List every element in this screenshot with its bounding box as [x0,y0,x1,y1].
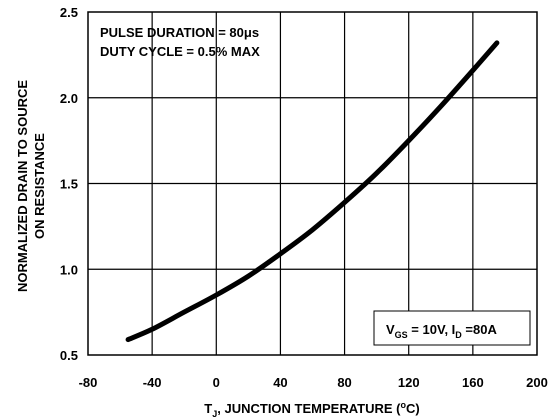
y-tick-label: 0.5 [60,348,78,363]
y-tick-label: 1.5 [60,177,78,192]
y-tick-label: 1.0 [60,262,78,277]
y-tick-label: 2.0 [60,91,78,106]
x-tick-label: 200 [526,375,548,390]
y-tick-label: 2.5 [60,5,78,20]
y-axis-label-line1: NORMALIZED DRAIN TO SOURCE [15,80,30,292]
x-tick-label: -40 [143,375,162,390]
annotation-mid: = 10V, I [408,322,456,337]
annotation-conditions: VGS = 10V, ID =80A [386,322,497,340]
x-tick-label: -80 [79,375,98,390]
grid-lines [88,12,537,355]
annotation-v: V [386,322,395,337]
x-axis-label-sub: J [212,409,217,417]
x-tick-labels: -80 -40 0 40 80 120 160 200 [79,375,548,390]
x-tick-label: 40 [273,375,287,390]
x-tick-label: 160 [462,375,484,390]
annotation-duty-cycle: DUTY CYCLE = 0.5% MAX [100,44,260,59]
y-axis-label-line2: ON RESISTANCE [32,133,47,239]
x-axis-label-t: T [204,401,212,416]
x-tick-label: 80 [337,375,351,390]
annotation-conditions-box [373,310,531,346]
x-axis-label: TJ, JUNCTION TEMPERATURE (oC) [204,400,419,417]
plot-frame [87,11,538,356]
annotation-post: =80A [462,322,498,337]
x-axis-label-sup: o [400,400,406,410]
x-tick-label: 120 [398,375,420,390]
x-axis-label-mid: , JUNCTION TEMPERATURE ( [217,401,401,416]
x-axis-label-post: C) [406,401,420,416]
y-tick-labels: 0.5 1.0 1.5 2.0 2.5 [60,5,78,363]
annotation-pulse-duration: PULSE DURATION = 80μs [100,25,259,40]
annotation-v-sub: GS [395,330,408,340]
rds-on-curve [125,40,500,343]
annotation-i-sub: D [455,330,462,340]
x-tick-label: 0 [213,375,220,390]
